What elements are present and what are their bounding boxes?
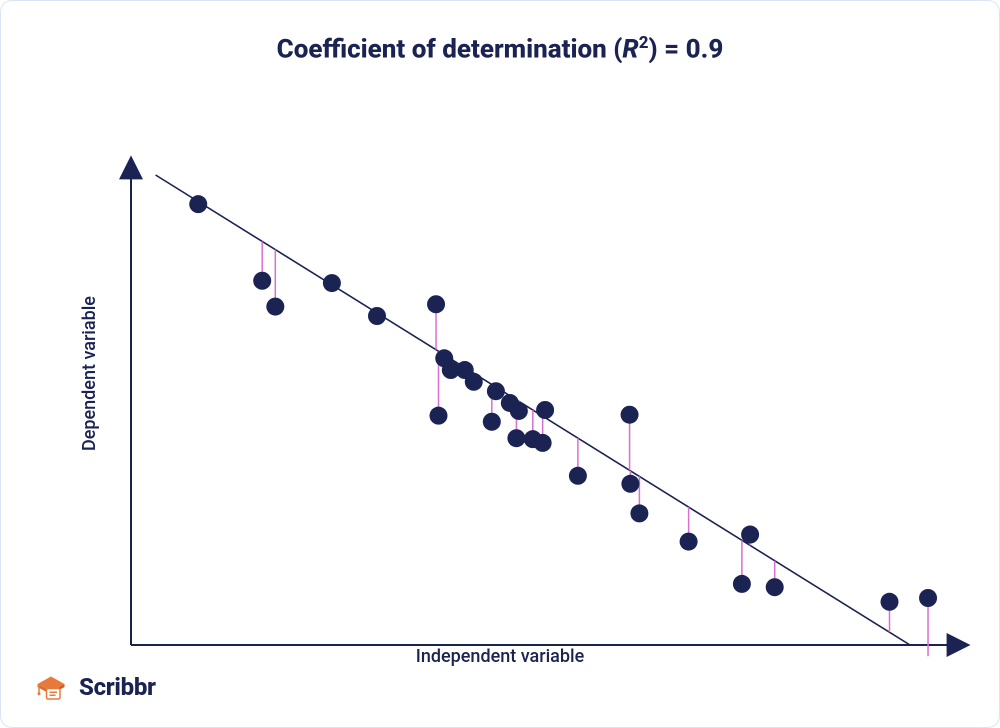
x-axis-label-text: Independent variable xyxy=(416,646,584,667)
y-axis-label-text: Dependent variable xyxy=(79,296,100,451)
scatter-points xyxy=(189,195,937,611)
chart-title-var: R xyxy=(622,35,638,65)
chart-card: Coefficient of determination (R2) = 0.9 … xyxy=(0,0,1000,728)
scribbr-icon xyxy=(33,669,69,705)
brand-logo: Scribbr xyxy=(33,669,156,705)
chart-title: Coefficient of determination (R2) = 0.9 xyxy=(1,33,999,65)
scatter-chart xyxy=(1,75,1000,705)
x-axis-label: Independent variable xyxy=(1,646,999,667)
chart-title-super: 2 xyxy=(639,33,649,53)
chart-title-prefix: Coefficient of determination ( xyxy=(277,35,623,65)
brand-name: Scribbr xyxy=(79,673,156,701)
y-axis-label: Dependent variable xyxy=(79,296,100,451)
chart-title-suffix: ) = 0.9 xyxy=(648,35,723,65)
